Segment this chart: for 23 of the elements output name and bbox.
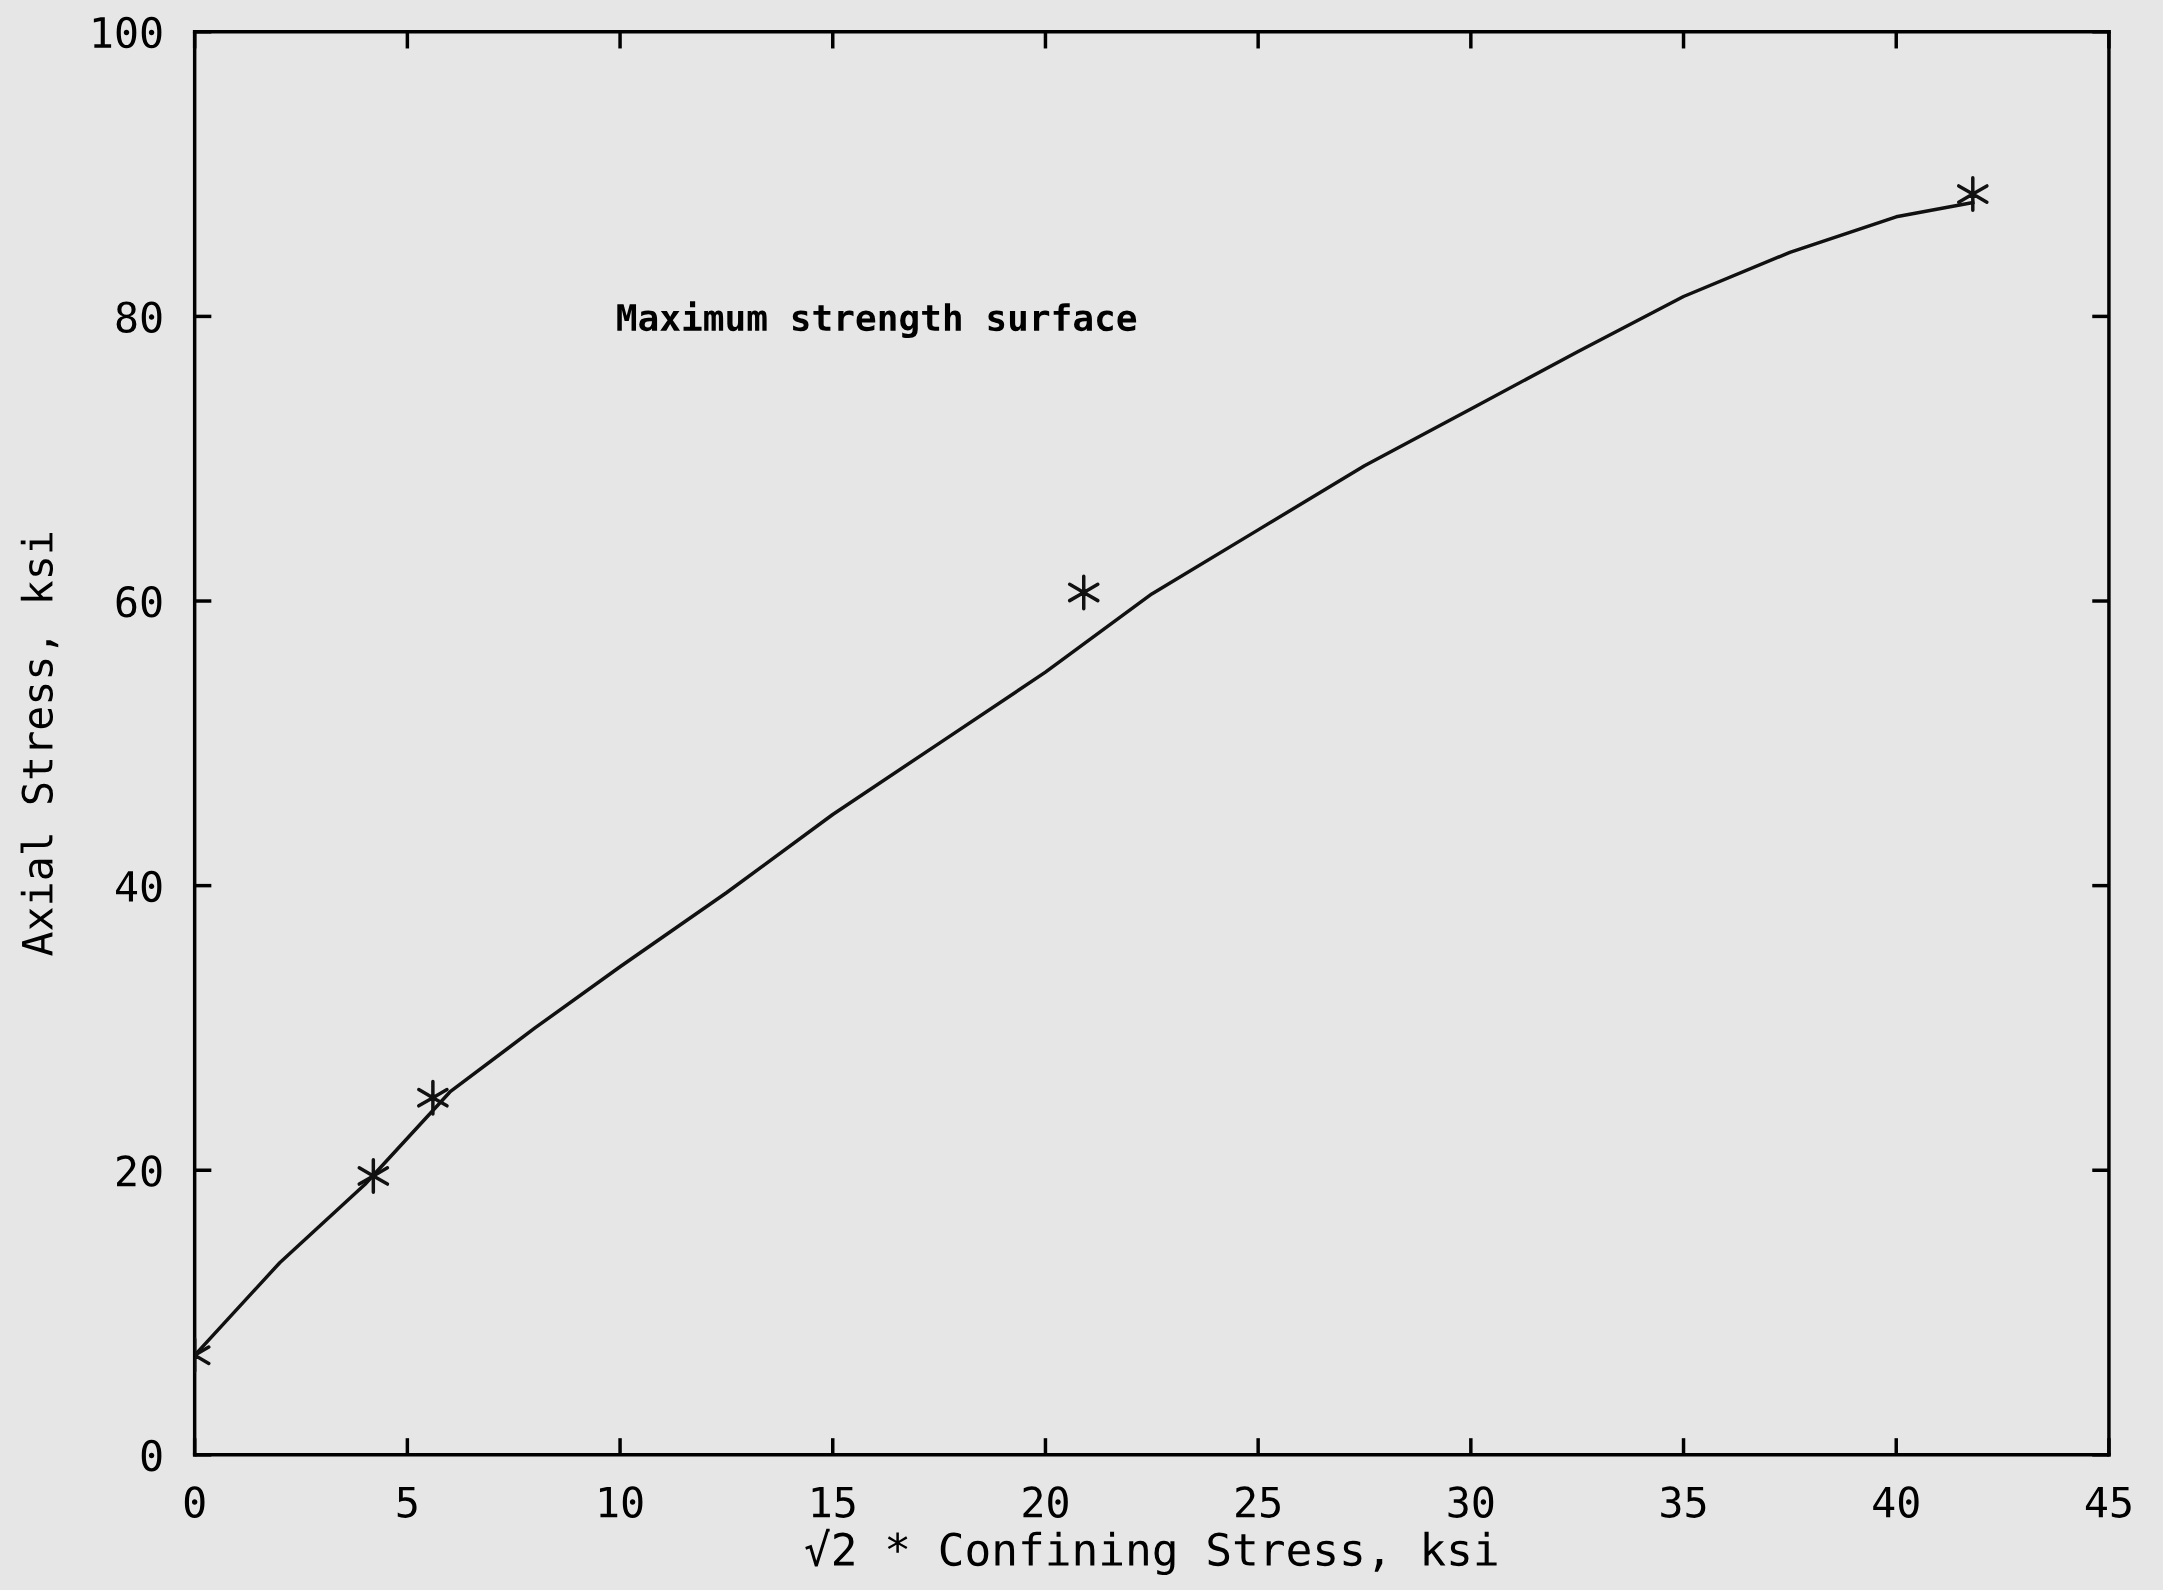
x-tick-label: 5: [397, 1486, 417, 1518]
y-tick-label: 100: [93, 16, 162, 49]
y-tick-label: 60: [116, 586, 162, 618]
x-axis-title: √2 * Confining Stress, ksi: [805, 1528, 1497, 1576]
x-tick-label: 10: [599, 1486, 643, 1518]
annotation: Maximum strength surface: [617, 301, 1137, 339]
x-tick-label: 30: [1448, 1486, 1494, 1518]
point: [417, 1079, 449, 1116]
point: [1956, 176, 1989, 213]
x-tick-label: 0: [184, 1486, 205, 1518]
y-axis-title: Axial Stress, ksi: [20, 532, 59, 956]
x-tick-label: 25: [1236, 1486, 1280, 1518]
x-tick-label: 15: [812, 1486, 855, 1518]
y-tick-label: 0: [141, 1439, 162, 1472]
x-tick-label: 40: [1873, 1486, 1919, 1518]
y-tick-label: 40: [116, 870, 162, 903]
point: [357, 1157, 390, 1194]
point: [1067, 574, 1100, 611]
x-tick-label: 45: [2085, 1486, 2131, 1518]
x-tick-label: 20: [1023, 1486, 1068, 1518]
x-tick-label: 35: [1661, 1486, 1706, 1518]
y-tick-label: 80: [116, 301, 162, 333]
y-tick-label: 20: [117, 1155, 162, 1187]
